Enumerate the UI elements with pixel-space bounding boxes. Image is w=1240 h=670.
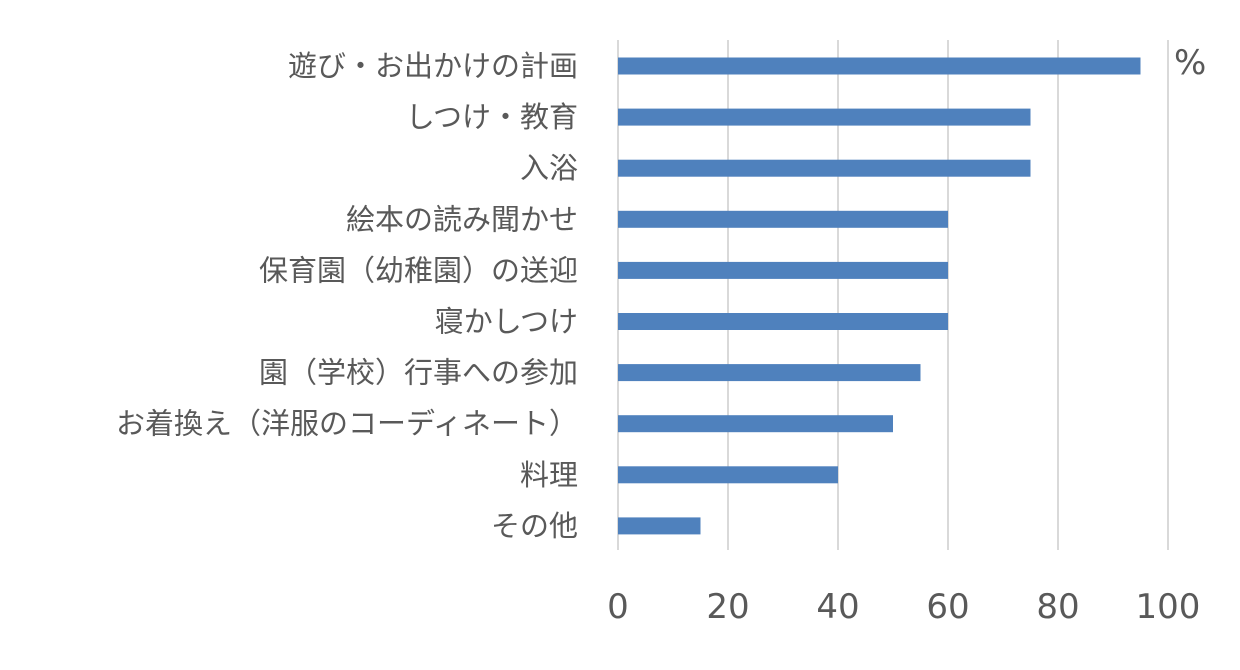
category-label: 遊び・お出かけの計画: [288, 49, 578, 83]
bar: [618, 210, 948, 228]
bar: [618, 415, 893, 433]
bar: [618, 159, 1031, 177]
bar: [618, 364, 921, 382]
bar: [618, 261, 948, 279]
category-label: 絵本の読み聞かせ: [346, 202, 578, 236]
category-labels: 遊び・お出かけの計画しつけ・教育入浴絵本の読み聞かせ保育園（幼稚園）の送迎寝かし…: [116, 49, 578, 543]
bar: [618, 466, 838, 484]
category-label: お着換え（洋服のコーディネート）: [116, 407, 578, 441]
x-tick-label: 40: [816, 587, 859, 627]
category-label: その他: [491, 509, 578, 543]
x-tick-label: 20: [706, 587, 749, 627]
bar: [618, 517, 701, 535]
category-label: 保育園（幼稚園）の送迎: [259, 253, 578, 287]
category-label: 園（学校）行事への参加: [259, 356, 578, 390]
x-tick-label: 80: [1036, 587, 1079, 627]
x-tick-labels: 0 20 40 60 80 100: [607, 587, 1200, 627]
x-tick-label: 100: [1136, 587, 1201, 627]
bar: [618, 57, 1141, 75]
unit-label: %: [1174, 43, 1206, 83]
category-label: 寝かしつけ: [435, 305, 578, 339]
category-label: しつけ・教育: [406, 100, 578, 134]
bars: [618, 57, 1141, 535]
bar: [618, 108, 1031, 126]
x-tick-label: 60: [926, 587, 969, 627]
x-tick-label: 0: [607, 587, 629, 627]
category-label: 入浴: [520, 151, 578, 185]
bar: [618, 313, 948, 330]
category-label: 料理: [520, 458, 578, 492]
